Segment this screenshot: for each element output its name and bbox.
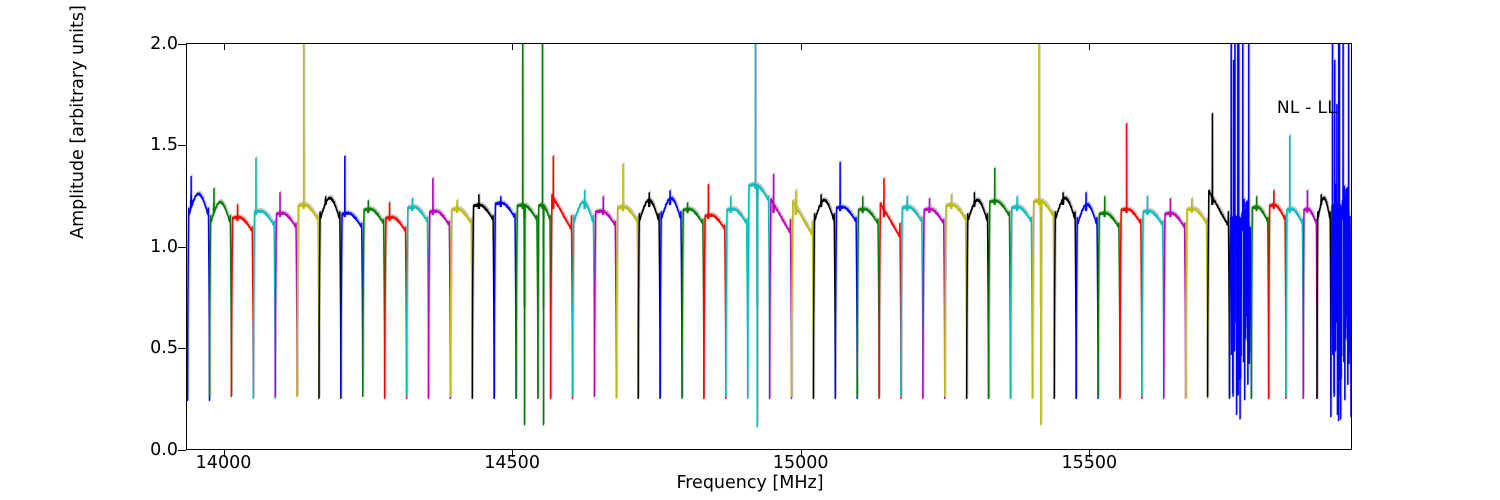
spectral-window-spw44: [1142, 197, 1164, 396]
spectral-window-spw9: [385, 203, 407, 398]
y-tick-label-1.5: 1.5: [150, 135, 178, 155]
y-tick-mark: [178, 145, 186, 146]
spectral-window-spw29: [813, 195, 835, 399]
spectral-window-spw19: [594, 197, 616, 396]
spectral-window-spw6: [319, 197, 341, 398]
spectral-window-spw32: [879, 179, 901, 399]
x-tick-label-14500: 14500: [484, 453, 540, 473]
trace-canvas: [187, 44, 1351, 449]
spectral-window-spw23: [682, 203, 704, 398]
spectral-window-spw35: [945, 195, 967, 396]
spectral-window-spw21: [638, 193, 660, 399]
spectral-window-spw14: [494, 197, 516, 398]
spectral-window-spw22: [660, 191, 682, 397]
spectral-window-spw47: [1208, 114, 1230, 396]
spectral-window-spw20: [616, 164, 638, 398]
spectral-window-spw28: [791, 191, 813, 397]
y-tick-label-1.0: 1.0: [150, 237, 178, 257]
spectral-window-spw41: [1076, 193, 1098, 399]
spectral-window-spw12: [450, 201, 472, 396]
y-tick-label-2.0: 2.0: [150, 34, 178, 54]
spectral-window-spw16: [538, 44, 551, 425]
spectral-window-spw46: [1186, 199, 1208, 398]
spectral-window-spw27: [770, 175, 792, 399]
x-axis-title: Frequency [MHz]: [676, 473, 824, 493]
spectral-window-spw15: [516, 44, 538, 425]
spectral-window-spw45: [1164, 199, 1186, 398]
x-tick-label-14000: 14000: [195, 453, 252, 473]
spectral-window-spw3: [253, 158, 275, 398]
y-tick-mark: [178, 348, 186, 349]
spectral-window-spw50: [1269, 191, 1286, 399]
spectral-window-spw7: [341, 156, 363, 396]
spectral-window-spw5: [297, 44, 319, 396]
x-tick-mark: [1089, 450, 1091, 457]
plot-area: NL - LL: [186, 43, 1352, 450]
x-tick-mark: [800, 450, 802, 457]
spectral-window-spw36: [967, 193, 989, 399]
spectral-window-spw31: [857, 197, 879, 396]
x-tick-mark: [223, 450, 225, 457]
spectral-window-spw52: [1303, 191, 1317, 399]
spectral-window-spw2: [231, 205, 253, 396]
spectral-window-trace-layer: [187, 44, 1351, 449]
spectral-window-spw53: [1317, 195, 1331, 399]
spectral-window-spw18: [573, 191, 595, 397]
spectral-window-spw8: [363, 201, 385, 396]
x-tick-mark-top: [512, 43, 514, 50]
x-tick-mark-top: [1089, 43, 1091, 50]
spectral-window-spw1: [209, 189, 231, 397]
y-tick-mark: [178, 43, 186, 45]
spectral-window-spw49: [1251, 197, 1268, 398]
x-tick-mark: [512, 450, 514, 457]
legend-annotation: NL - LL: [1276, 98, 1337, 118]
spectral-window-spw0: [188, 177, 210, 401]
spectral-window-spw10: [407, 199, 429, 396]
spectral-window-spw42: [1098, 197, 1120, 396]
spectral-window-spw34: [923, 199, 945, 398]
spectral-window-spw30: [835, 162, 857, 398]
spectral-window-spw17: [552, 155, 574, 397]
y-tick-label-0.5: 0.5: [150, 338, 178, 358]
x-tick-label-15000: 15000: [772, 453, 829, 473]
y-axis-title: Amplitude [arbitrary units]: [68, 5, 88, 239]
spectral-window-spw24: [704, 185, 726, 399]
spectral-window-spw33: [901, 197, 923, 396]
x-tick-mark-top: [223, 43, 225, 50]
y-tick-mark: [178, 246, 186, 248]
spectral-window-spw51: [1286, 136, 1303, 396]
spectral-window-spw37: [989, 169, 1011, 399]
spectral-window-spw48: [1229, 44, 1251, 419]
spectral-window-spw39: [1032, 44, 1054, 425]
spectral-window-spw11: [428, 179, 450, 399]
x-tick-label-15500: 15500: [1061, 453, 1118, 473]
spectral-window-spw13: [472, 195, 494, 399]
x-tick-mark-top: [800, 43, 802, 50]
spectral-window-spw43: [1120, 124, 1142, 398]
spectral-window-spw4: [275, 193, 297, 397]
spectral-window-spw38: [1010, 197, 1032, 398]
spectral-window-spw17: [551, 156, 573, 398]
spectral-window-spw26: [748, 44, 770, 427]
spectral-window-spw40: [1054, 193, 1076, 399]
y-tick-label-0.0: 0.0: [150, 440, 178, 460]
spectral-window-spw54: [1331, 44, 1351, 421]
spectral-window-spw25: [726, 197, 748, 396]
y-tick-mark: [178, 449, 186, 451]
